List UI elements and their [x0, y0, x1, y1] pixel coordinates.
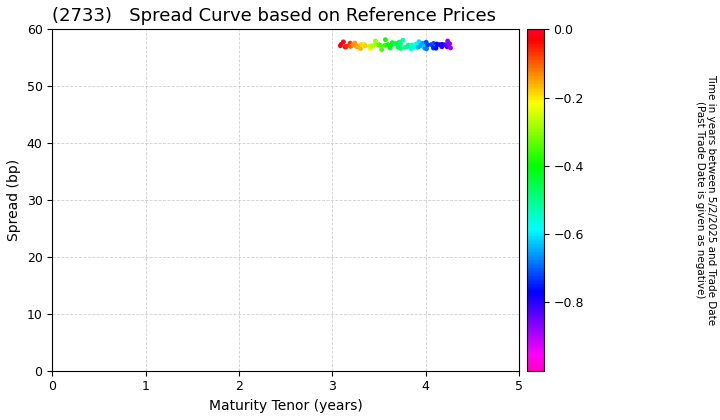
Point [364, 43, 375, 50]
Point [407, 44, 418, 51]
Point [340, 43, 351, 50]
Point [344, 40, 356, 47]
Point [436, 43, 448, 50]
Point [419, 45, 431, 51]
Point [415, 42, 426, 49]
Point [352, 43, 364, 50]
Point [412, 44, 423, 51]
Point [431, 41, 442, 47]
Point [395, 40, 406, 47]
Point [426, 41, 437, 48]
Point [402, 42, 414, 48]
Point [348, 42, 359, 48]
Point [413, 44, 424, 50]
Point [359, 42, 371, 49]
Point [365, 43, 377, 50]
Point [431, 41, 443, 48]
Point [336, 41, 347, 48]
Point [445, 45, 456, 51]
Point [443, 41, 454, 47]
Point [379, 42, 391, 48]
Point [369, 37, 381, 44]
Point [420, 45, 432, 52]
Point [375, 42, 387, 49]
Point [405, 45, 417, 52]
Point [422, 42, 433, 48]
Point [376, 46, 387, 53]
Point [402, 43, 413, 50]
Point [410, 41, 421, 47]
Point [345, 43, 356, 50]
Point [382, 41, 394, 48]
Point [418, 41, 430, 48]
Point [367, 42, 379, 49]
Point [351, 42, 362, 49]
Point [399, 44, 410, 51]
Point [433, 41, 445, 48]
Point [351, 43, 363, 50]
Point [390, 40, 401, 47]
Point [383, 42, 395, 49]
Point [335, 42, 346, 49]
Point [345, 41, 356, 48]
Point [406, 42, 418, 48]
Point [359, 42, 370, 49]
Point [364, 45, 376, 52]
X-axis label: Maturity Tenor (years): Maturity Tenor (years) [209, 399, 363, 413]
Point [428, 40, 439, 47]
Point [392, 44, 404, 51]
Point [417, 40, 428, 47]
Point [379, 36, 391, 43]
Point [365, 44, 377, 50]
Y-axis label: Spread (bp): Spread (bp) [7, 159, 21, 241]
Point [439, 41, 451, 48]
Point [394, 39, 405, 45]
Point [387, 39, 398, 46]
Point [348, 41, 359, 47]
Point [341, 43, 352, 50]
Point [397, 37, 408, 44]
Point [442, 38, 454, 45]
Point [356, 41, 367, 48]
Point [395, 45, 406, 52]
Point [385, 42, 397, 49]
Point [413, 38, 425, 45]
Point [355, 45, 366, 52]
Y-axis label: Time in years between 5/2/2025 and Trade Date
(Past Trade Date is given as negat: Time in years between 5/2/2025 and Trade… [695, 74, 716, 326]
Text: (2733)   Spread Curve based on Reference Prices: (2733) Spread Curve based on Reference P… [53, 7, 496, 25]
Point [339, 44, 351, 50]
Point [428, 45, 439, 51]
Point [444, 40, 456, 47]
Point [349, 39, 361, 46]
Point [402, 43, 413, 50]
Point [384, 45, 396, 51]
Point [369, 41, 381, 47]
Point [431, 45, 442, 52]
Point [436, 41, 448, 48]
Point [436, 41, 448, 48]
Point [380, 42, 392, 49]
Point [373, 41, 384, 48]
Point [338, 39, 349, 45]
Point [373, 42, 384, 48]
Point [441, 44, 453, 50]
Point [420, 39, 432, 46]
Point [392, 40, 403, 47]
Point [359, 41, 370, 48]
